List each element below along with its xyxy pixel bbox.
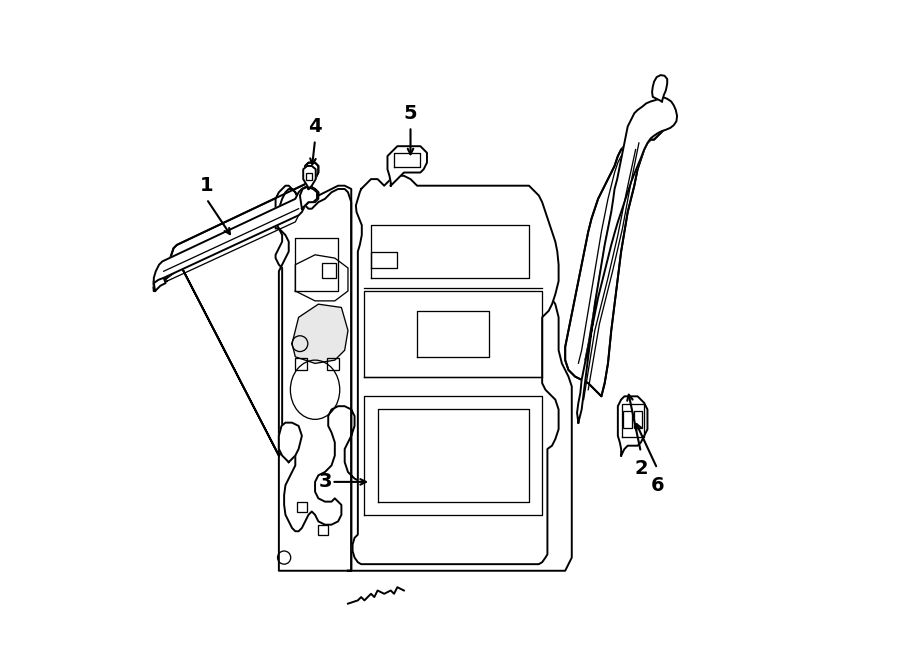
Polygon shape — [154, 189, 309, 288]
Polygon shape — [353, 176, 559, 564]
Bar — [319, 525, 328, 535]
Polygon shape — [577, 97, 677, 422]
Polygon shape — [617, 397, 647, 455]
Polygon shape — [154, 182, 311, 291]
Text: 2: 2 — [634, 459, 648, 478]
Polygon shape — [565, 113, 664, 397]
Polygon shape — [299, 186, 319, 209]
Polygon shape — [154, 278, 166, 291]
Bar — [623, 411, 632, 428]
Polygon shape — [305, 163, 319, 186]
Bar — [321, 263, 336, 278]
Polygon shape — [303, 166, 316, 189]
Bar — [306, 173, 312, 180]
Bar — [327, 358, 338, 370]
Polygon shape — [275, 189, 572, 570]
Polygon shape — [176, 186, 351, 570]
Bar — [295, 358, 307, 370]
Polygon shape — [292, 304, 348, 364]
Text: 1: 1 — [200, 176, 213, 195]
Polygon shape — [279, 422, 302, 462]
Polygon shape — [652, 75, 667, 101]
Text: 4: 4 — [309, 117, 322, 136]
Polygon shape — [300, 187, 317, 209]
Text: 6: 6 — [651, 476, 664, 494]
Bar — [634, 411, 643, 428]
Polygon shape — [295, 239, 338, 291]
Polygon shape — [388, 146, 427, 186]
Text: 3: 3 — [319, 473, 332, 491]
Bar — [297, 502, 307, 512]
Text: 5: 5 — [404, 104, 418, 123]
